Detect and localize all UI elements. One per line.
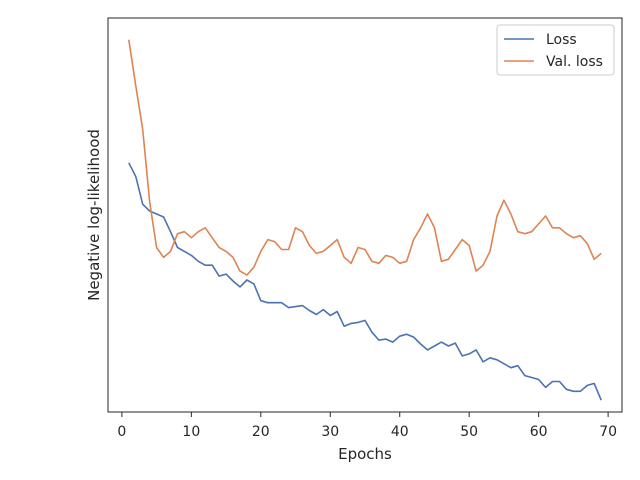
- legend-box: [496, 24, 615, 76]
- y-axis-label: Negative log-likelihood: [85, 129, 103, 301]
- plot-area: [107, 17, 623, 413]
- legend: Loss Val. loss: [496, 24, 615, 76]
- x-tick-label: 60: [530, 424, 548, 440]
- legend-label-val-loss: Val. loss: [546, 54, 603, 70]
- x-tick-label: 30: [321, 424, 339, 440]
- series-line-val-loss: [128, 39, 602, 276]
- series-layer: [128, 39, 602, 401]
- x-tick-label: 10: [182, 424, 200, 440]
- x-tick-label: 50: [460, 424, 478, 440]
- x-axis-ticks: 0 10 20 30 40 50 60 70: [117, 412, 617, 440]
- x-tick-label: 0: [117, 424, 126, 440]
- x-tick-label: 70: [599, 424, 617, 440]
- series-line-loss: [128, 162, 602, 401]
- x-axis-label: Epochs: [338, 445, 392, 463]
- axes-frame: [107, 17, 623, 413]
- x-tick-label: 40: [391, 424, 409, 440]
- x-tick-label: 20: [252, 424, 270, 440]
- legend-label-loss: Loss: [546, 32, 577, 48]
